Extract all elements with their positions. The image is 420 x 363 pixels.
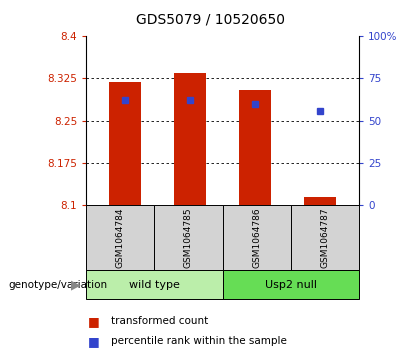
Text: ■: ■ (88, 315, 100, 328)
Text: ■: ■ (88, 335, 100, 348)
Text: Usp2 null: Usp2 null (265, 280, 317, 290)
Bar (304, 197, 336, 205)
Text: GSM1064786: GSM1064786 (252, 207, 261, 268)
Text: wild type: wild type (129, 280, 180, 290)
Text: genotype/variation: genotype/variation (8, 280, 108, 290)
Text: GSM1064784: GSM1064784 (116, 208, 125, 268)
Text: ▶: ▶ (71, 278, 80, 291)
Text: GDS5079 / 10520650: GDS5079 / 10520650 (136, 13, 284, 27)
Bar (174, 73, 206, 205)
Text: GSM1064785: GSM1064785 (184, 207, 193, 268)
Text: percentile rank within the sample: percentile rank within the sample (111, 336, 287, 346)
Text: GSM1064787: GSM1064787 (320, 207, 329, 268)
Bar (109, 82, 142, 205)
Bar (239, 90, 271, 205)
Text: transformed count: transformed count (111, 316, 209, 326)
